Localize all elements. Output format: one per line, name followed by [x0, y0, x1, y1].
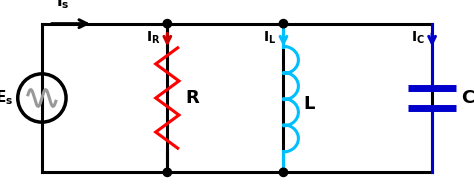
- Circle shape: [279, 19, 288, 28]
- Text: $\mathbf{I_C}$: $\mathbf{I_C}$: [411, 29, 425, 46]
- Circle shape: [163, 168, 172, 177]
- Text: $\mathbf{C}$: $\mathbf{C}$: [461, 89, 474, 107]
- Circle shape: [279, 168, 288, 177]
- Text: $\mathbf{L}$: $\mathbf{L}$: [303, 95, 316, 113]
- Text: $\mathbf{E_s}$: $\mathbf{E_s}$: [0, 89, 13, 107]
- Text: $\mathbf{R}$: $\mathbf{R}$: [185, 89, 201, 107]
- Text: $\mathbf{I_s}$: $\mathbf{I_s}$: [56, 0, 70, 11]
- Circle shape: [163, 19, 172, 28]
- Text: $\mathbf{I_L}$: $\mathbf{I_L}$: [263, 29, 276, 46]
- Text: $\mathbf{I_R}$: $\mathbf{I_R}$: [146, 29, 160, 46]
